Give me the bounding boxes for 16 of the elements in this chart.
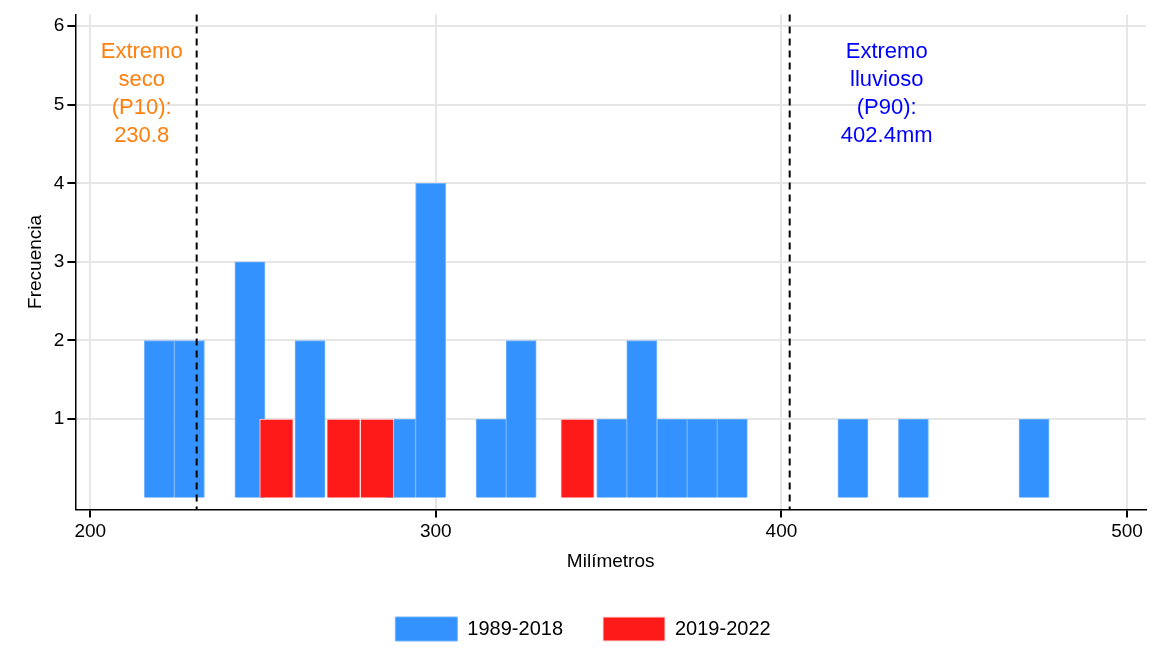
y-tick-label: 2 <box>53 328 65 350</box>
y-tick-label: 3 <box>53 250 65 272</box>
legend-label: 1989-2018 <box>467 616 564 639</box>
x-axis-title: Milímetros <box>566 549 655 571</box>
x-tick-label: 300 <box>419 520 452 542</box>
ref-line-label: Extremo seco (P10): 230.8 <box>100 38 183 148</box>
y-tick-label: 4 <box>53 171 65 193</box>
y-tick-label: 1 <box>53 407 65 429</box>
y-axis-title: Frecuencia <box>23 214 45 309</box>
ref-line-label: Extremo lluvioso (P90): 402.4mm <box>840 38 933 148</box>
x-tick-label: 200 <box>74 520 107 542</box>
y-tick-label: 6 <box>53 14 65 36</box>
legend-label: 2019-2022 <box>675 616 771 639</box>
y-tick-label: 5 <box>53 92 65 114</box>
x-tick-label: 400 <box>765 520 798 542</box>
x-tick-label: 500 <box>1111 520 1143 542</box>
